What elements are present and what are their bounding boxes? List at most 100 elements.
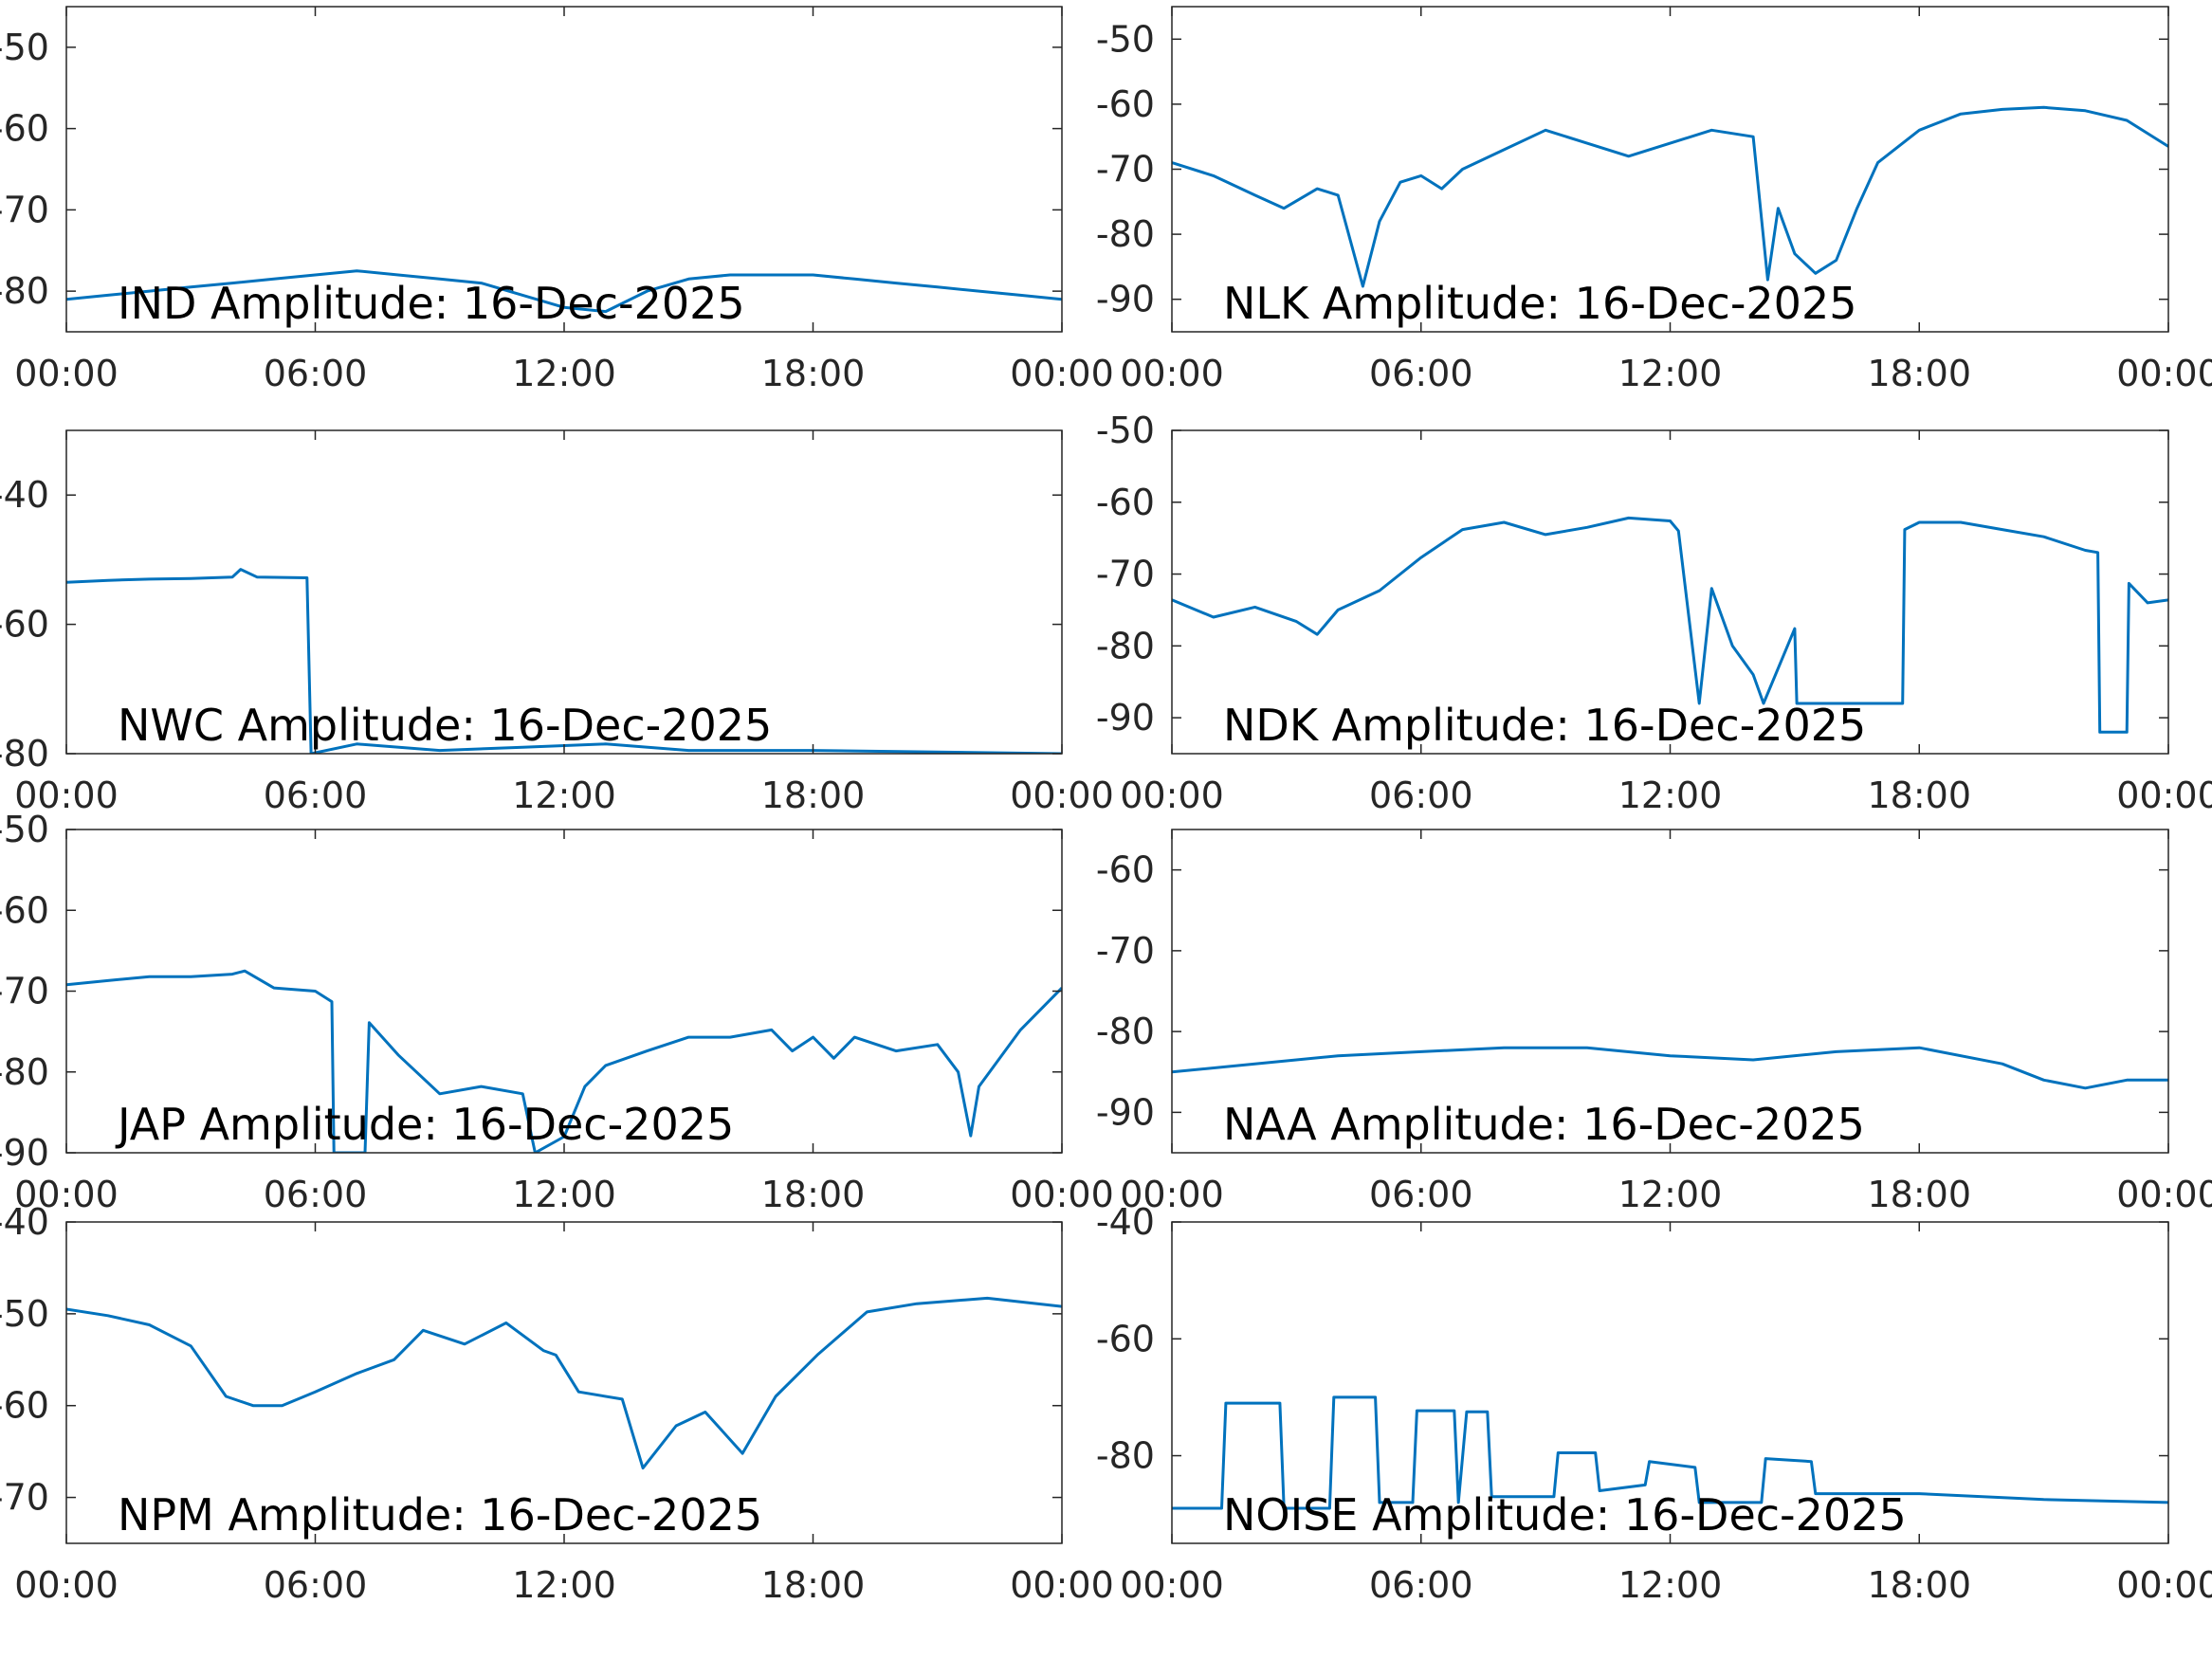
x-tick-label: 12:00 [512,1564,616,1606]
subplot-title: NDK Amplitude: 16-Dec-2025 [1223,700,1866,751]
y-tick-label: -80 [1096,625,1155,666]
y-tick-label: -50 [0,809,49,850]
y-tick-label: -70 [0,1477,49,1519]
y-tick-label: -60 [1096,1318,1155,1359]
subplot-title: NWC Amplitude: 16-Dec-2025 [118,700,772,751]
x-tick-label: 00:00 [2116,353,2212,394]
x-tick-label: 00:00 [14,1174,119,1215]
x-tick-label: 06:00 [264,353,368,394]
data-line [66,568,1062,754]
x-tick-label: 00:00 [1120,1564,1224,1606]
x-tick-label: 00:00 [2116,1174,2212,1215]
x-tick-label: 12:00 [512,353,616,394]
plot-area [1172,7,2168,332]
subplot-title: JAP Amplitude: 16-Dec-2025 [115,1099,734,1150]
subplot: -70 -60 -50 -40 00:00 06:00 12:00 18:00 00:00 NPM… [0,1201,1114,1606]
plot-area [66,7,1062,332]
y-tick-label: -80 [1096,1435,1155,1477]
y-tick-label: -40 [0,474,49,516]
x-tick-label: 18:00 [761,353,866,394]
y-tick-label: -50 [1096,410,1155,451]
x-tick-label: 12:00 [1618,1174,1723,1215]
subplot-title: NPM Amplitude: 16-Dec-2025 [118,1489,762,1540]
x-tick-label: 12:00 [1618,1564,1723,1606]
data-line [1172,1046,2168,1090]
x-tick-label: 06:00 [1369,775,1473,816]
plot-area [66,830,1062,1153]
subplot: -90 -80 -70 -60 -50 00:00 06:00 12:00 18:00 00:00… [0,809,1114,1215]
y-tick-label: -60 [1096,83,1155,125]
plot-area [1172,430,2168,754]
y-tick-label: -70 [1096,149,1155,191]
x-tick-label: 00:00 [1120,1174,1224,1215]
y-tick-label: -50 [1096,18,1155,60]
x-tick-label: 12:00 [512,775,616,816]
x-tick-label: 00:00 [14,775,119,816]
y-tick-label: -70 [1096,930,1155,972]
x-tick-label: 18:00 [1867,1564,1971,1606]
x-tick-label: 00:00 [14,353,119,394]
x-tick-label: 18:00 [761,1174,866,1215]
subplot: -80 -60 -40 00:00 06:00 12:00 18:00 00:00 NOISE … [1096,1201,2212,1606]
x-tick-label: 18:00 [1867,353,1971,394]
plot-area [1172,830,2168,1153]
x-tick-label: 18:00 [1867,1174,1971,1215]
y-tick-label: -90 [0,1132,49,1174]
x-tick-label: 00:00 [14,1564,119,1606]
x-tick-label: 06:00 [1369,1564,1473,1606]
y-tick-label: -80 [0,1051,49,1093]
y-tick-label: -80 [0,270,49,312]
y-tick-label: -40 [1096,1201,1155,1243]
subplot-title: IND Amplitude: 16-Dec-2025 [118,278,745,329]
y-tick-label: -70 [1096,554,1155,595]
y-tick-label: -60 [1096,482,1155,523]
x-tick-label: 06:00 [264,1564,368,1606]
data-line [1172,1395,2168,1510]
plot-area [66,430,1062,754]
x-tick-label: 00:00 [2116,775,2212,816]
subplot-title: NOISE Amplitude: 16-Dec-2025 [1223,1489,1907,1540]
x-tick-label: 06:00 [264,775,368,816]
x-tick-label: 06:00 [1369,1174,1473,1215]
data-line [1172,516,2168,734]
x-tick-label: 06:00 [1369,353,1473,394]
y-tick-label: -60 [0,108,49,150]
subplot: -80 -70 -60 -50 00:00 06:00 12:00 18:00 00:00 IND… [0,6,1114,394]
subplot: -80 -60 -40 00:00 06:00 12:00 18:00 00:00 NWC Am… [0,429,1114,816]
x-tick-label: 12:00 [1618,353,1723,394]
y-tick-label: -60 [0,1385,49,1427]
data-line [66,1296,1062,1470]
subplot: -90 -80 -70 -60 -50 00:00 06:00 12:00 18:00 00:00… [1096,6,2212,394]
subplot-title: NAA Amplitude: 16-Dec-2025 [1223,1099,1865,1150]
x-tick-label: 06:00 [264,1174,368,1215]
y-tick-label: -70 [0,189,49,230]
y-tick-label: -90 [1096,279,1155,320]
y-tick-label: -60 [1096,849,1155,891]
x-tick-label: 00:00 [1010,353,1114,394]
data-line [66,969,1062,1153]
x-tick-label: 18:00 [1867,775,1971,816]
y-tick-label: -80 [1096,1011,1155,1052]
y-tick-label: -50 [0,27,49,68]
x-tick-label: 00:00 [2116,1564,2212,1606]
y-tick-label: -40 [0,1201,49,1243]
x-tick-label: 12:00 [512,1174,616,1215]
x-tick-label: 00:00 [1120,353,1224,394]
y-tick-label: -80 [0,733,49,775]
y-tick-label: -60 [0,604,49,646]
x-tick-label: 00:00 [1120,775,1224,816]
x-tick-label: 00:00 [1010,1174,1114,1215]
y-tick-label: -60 [0,889,49,931]
x-tick-label: 18:00 [761,775,866,816]
subplot: -90 -80 -70 -60 -50 00:00 06:00 12:00 18:00 00:00… [1096,410,2212,816]
y-tick-label: -80 [1096,213,1155,255]
data-line [66,269,1062,314]
y-tick-label: -50 [0,1293,49,1335]
x-tick-label: 00:00 [1010,775,1114,816]
x-tick-label: 00:00 [1010,1564,1114,1606]
x-tick-label: 12:00 [1618,775,1723,816]
y-tick-label: -70 [0,971,49,1012]
subplot: -90 -80 -70 -60 00:00 06:00 12:00 18:00 00:00 NAA… [1096,829,2212,1215]
